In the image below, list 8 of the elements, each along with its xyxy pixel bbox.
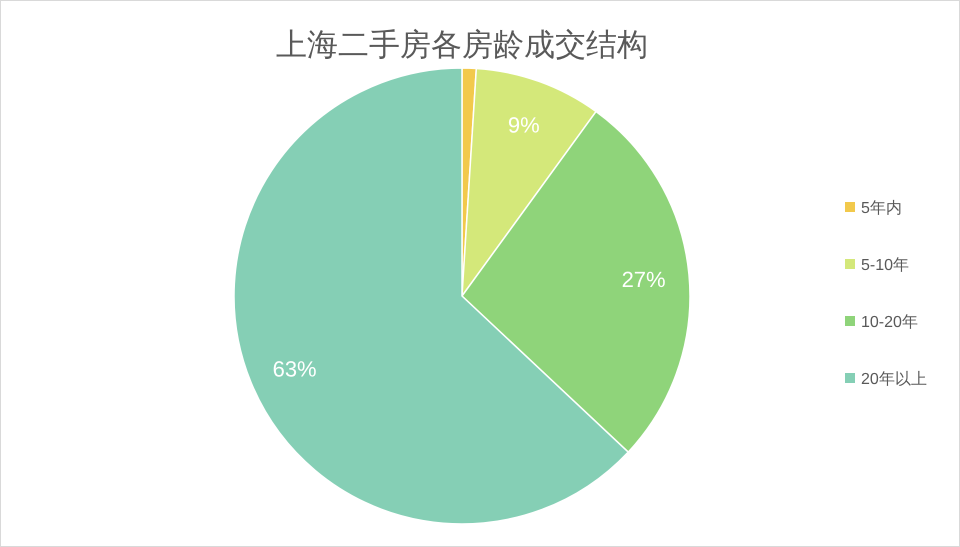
data-label: 9% [508, 112, 540, 138]
chart-title: 上海二手房各房龄成交结构 [276, 27, 648, 62]
legend-label: 10-20年 [861, 314, 918, 331]
legend-label: 5年内 [861, 199, 902, 217]
data-label: 63% [272, 356, 317, 382]
data-label: 27% [622, 266, 666, 292]
legend-label: 5-10年 [861, 257, 910, 274]
legend-label: 20年以上 [861, 370, 927, 388]
